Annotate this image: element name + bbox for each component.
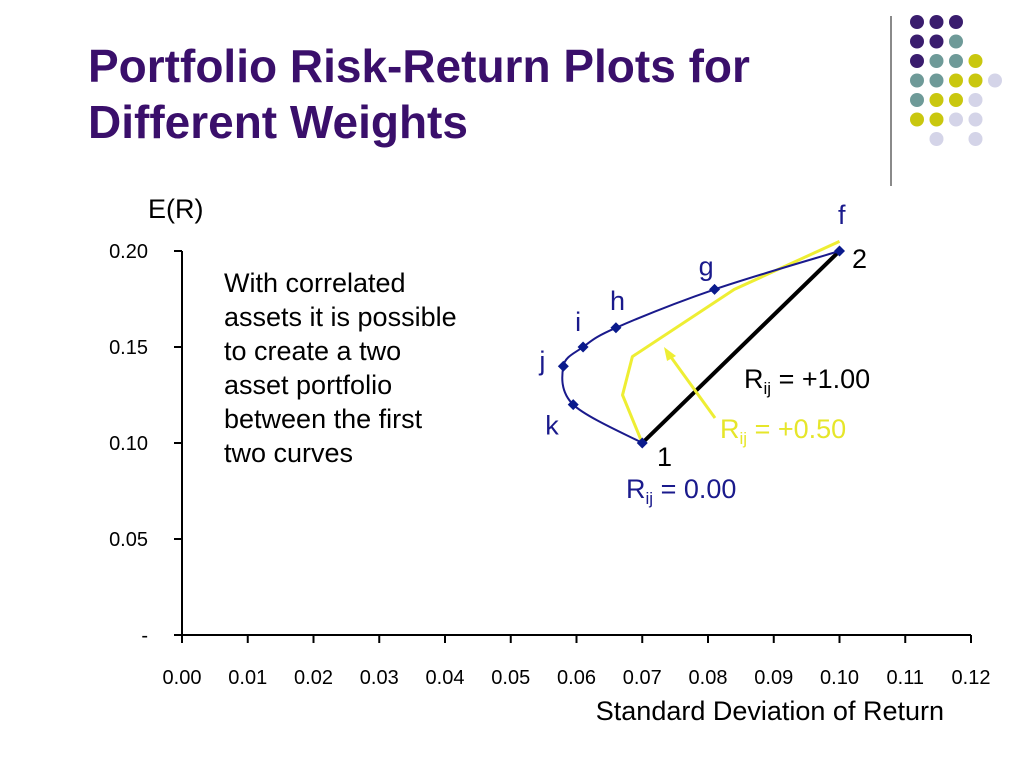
x-tick-label: 0.11 (887, 667, 924, 689)
x-tick-label: 0.02 (294, 667, 333, 689)
point-label-j: j (538, 346, 545, 376)
annotation-r-plus-0-50: Rij = +0.50 (720, 414, 846, 448)
y-tick-label: 0.20 (109, 241, 148, 263)
data-point-marker (834, 245, 845, 257)
point-label-i: i (575, 307, 581, 337)
annotation-r-plus-1-00: Rij = +1.00 (744, 364, 870, 398)
x-axis-label: Standard Deviation of Return (596, 696, 944, 726)
point-label-g: g (699, 251, 714, 281)
note-line: assets it is possible (224, 302, 457, 332)
series-line-r-plus-1-00 (640, 249, 841, 445)
r050-pointer-arrow (666, 352, 717, 419)
y-ticks: 0.20 0.15 0.10 0.05 - (109, 241, 182, 647)
x-ticks: 0.00 0.01 0.02 0.03 0.04 0.05 0.06 0.07 0.08 0.09… (163, 635, 991, 689)
note-line: asset portfolio (224, 370, 393, 400)
data-point-marker (610, 322, 622, 334)
x-tick-label: 0.05 (491, 667, 530, 689)
data-point-marker (567, 399, 579, 411)
y-tick-label: 0.05 (109, 529, 148, 551)
slide-title: Portfolio Risk-Return Plots for Differen… (88, 38, 888, 150)
annotation-r-subscript: ij (740, 429, 748, 448)
annotation-r-main: R (626, 474, 646, 504)
annotation-r-value: = +1.00 (771, 364, 870, 394)
markers-layer (557, 245, 845, 449)
annotation-r-subscript: ij (646, 489, 654, 508)
x-tick-label: 0.01 (228, 667, 267, 689)
y-tick-label: 0.10 (109, 433, 148, 455)
x-tick-label: 0.00 (163, 667, 202, 689)
y-axis-label: E(R) (148, 194, 204, 224)
point-label-h: h (610, 286, 625, 316)
x-tick-label: 0.04 (426, 667, 465, 689)
note-line: between the first (224, 404, 423, 434)
x-tick-label: 0.12 (952, 667, 991, 689)
data-point-marker (577, 341, 589, 353)
note-line: With correlated (224, 268, 406, 298)
data-point-marker (636, 437, 648, 449)
annotation-r-value: = +0.50 (747, 414, 846, 444)
title-divider (890, 16, 892, 186)
r050-pointer-arrowhead (664, 347, 676, 361)
note-line: to create a two (224, 336, 402, 366)
slide-title-line-2: Different Weights (88, 96, 468, 148)
point-label-k: k (545, 411, 559, 441)
explanation-note: With correlated assets it is possible to… (224, 266, 524, 470)
x-tick-label: 0.10 (820, 667, 859, 689)
slide-title-line-1: Portfolio Risk-Return Plots for (88, 40, 750, 92)
note-line: two curves (224, 438, 354, 468)
annotation-r-0-00: Rij = 0.00 (626, 474, 736, 508)
y-tick-label: - (141, 625, 148, 647)
x-tick-label: 0.03 (360, 667, 399, 689)
annotation-r-value: = 0.00 (653, 474, 736, 504)
annotation-r-main: R (744, 364, 764, 394)
annotation-r-subscript: ij (764, 379, 772, 398)
data-point-marker (709, 283, 721, 295)
point-label-2: 2 (852, 244, 867, 274)
x-tick-label: 0.06 (557, 667, 596, 689)
point-label-f: f (838, 200, 846, 230)
series-line-r-plus-0-50 (621, 240, 841, 444)
y-tick-label: 0.15 (109, 337, 148, 359)
point-label-1: 1 (657, 442, 672, 472)
labels-layer: k jih g (538, 251, 713, 440)
x-tick-label: 0.08 (689, 667, 728, 689)
data-point-marker (557, 360, 569, 372)
x-tick-label: 0.09 (754, 667, 793, 689)
x-tick-label: 0.07 (623, 667, 662, 689)
annotation-r-main: R (720, 414, 740, 444)
